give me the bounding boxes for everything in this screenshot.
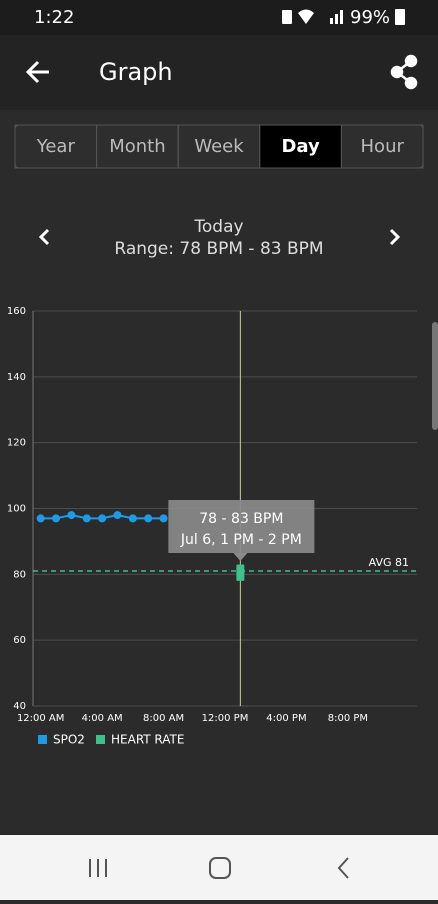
share-button[interactable] <box>390 54 418 90</box>
status-icons <box>282 9 405 25</box>
tooltip-time: Jul 6, 1 PM - 2 PM <box>180 532 302 548</box>
tooltip <box>168 500 315 553</box>
tab[interactable] <box>259 124 342 169</box>
range-bar <box>236 564 245 581</box>
y-tick-label: 140 <box>7 372 26 383</box>
status-bar <box>0 0 438 35</box>
y-tick-label: 60 <box>13 635 26 646</box>
signal-icon <box>330 18 333 24</box>
tab-label: Year <box>36 136 76 157</box>
tooltip-range: 78 - 83 BPM <box>199 511 283 527</box>
scrollbar <box>432 322 438 430</box>
share-link <box>394 60 412 84</box>
data-point <box>128 514 137 523</box>
battery-icon <box>395 9 405 25</box>
app-bar <box>0 35 438 110</box>
data-point <box>113 511 122 520</box>
system-nav-bar <box>0 835 438 900</box>
tab-label: Day <box>281 136 320 157</box>
data-point <box>52 514 61 523</box>
legend-label: HEART RATE <box>111 733 184 747</box>
x-tick-label: 12:00 AM <box>17 713 64 724</box>
tab-label: Hour <box>361 136 405 157</box>
next-button[interactable] <box>389 228 401 246</box>
x-tick-label: 4:00 PM <box>266 713 306 724</box>
signal-icon <box>340 10 343 24</box>
data-point <box>159 514 168 523</box>
tab-bar: Year Month Week Day Hour <box>14 124 424 169</box>
recents-button[interactable] <box>89 859 107 877</box>
status-time: 1:22 <box>34 7 74 28</box>
data-point <box>98 514 107 523</box>
data-point <box>67 511 76 520</box>
legend-swatch <box>38 735 47 744</box>
previous-button[interactable] <box>38 228 50 246</box>
y-tick-label: 80 <box>13 569 26 580</box>
y-tick-label: 40 <box>13 701 26 712</box>
x-tick-label: 12:00 PM <box>202 713 249 724</box>
period-label: Today <box>193 217 243 237</box>
range-label: Range: 78 BPM - 83 BPM <box>114 239 323 259</box>
wifi-icon <box>298 9 314 24</box>
x-tick-label: 8:00 AM <box>143 713 184 724</box>
chart: 40 60 80 100 120 140 160 12:00 AM 4:00 AM 8:00 AM… <box>7 306 417 747</box>
tab-label: Month <box>109 136 165 157</box>
data-point <box>82 514 91 523</box>
x-tick-label: 4:00 AM <box>82 713 123 724</box>
average-label: AVG 81 <box>369 556 409 569</box>
legend-swatch <box>96 735 105 744</box>
data-point <box>144 514 153 523</box>
screen-title: Graph <box>99 58 173 86</box>
system-back-button[interactable] <box>337 857 349 879</box>
legend-label: SPO2 <box>53 733 85 747</box>
back-button[interactable] <box>25 60 49 84</box>
signal-icon <box>335 14 338 24</box>
y-tick-label: 120 <box>7 438 26 449</box>
status-battery: 99% <box>350 7 390 28</box>
home-button[interactable] <box>209 857 231 879</box>
mute-icon <box>282 10 292 24</box>
tooltip-pointer <box>233 553 248 561</box>
tab[interactable] <box>340 124 424 169</box>
y-tick-label: 160 <box>7 306 26 317</box>
data-point <box>36 514 45 523</box>
x-tick-label: 8:00 PM <box>328 713 368 724</box>
tab-label: Week <box>194 136 244 157</box>
y-tick-label: 100 <box>7 504 26 515</box>
